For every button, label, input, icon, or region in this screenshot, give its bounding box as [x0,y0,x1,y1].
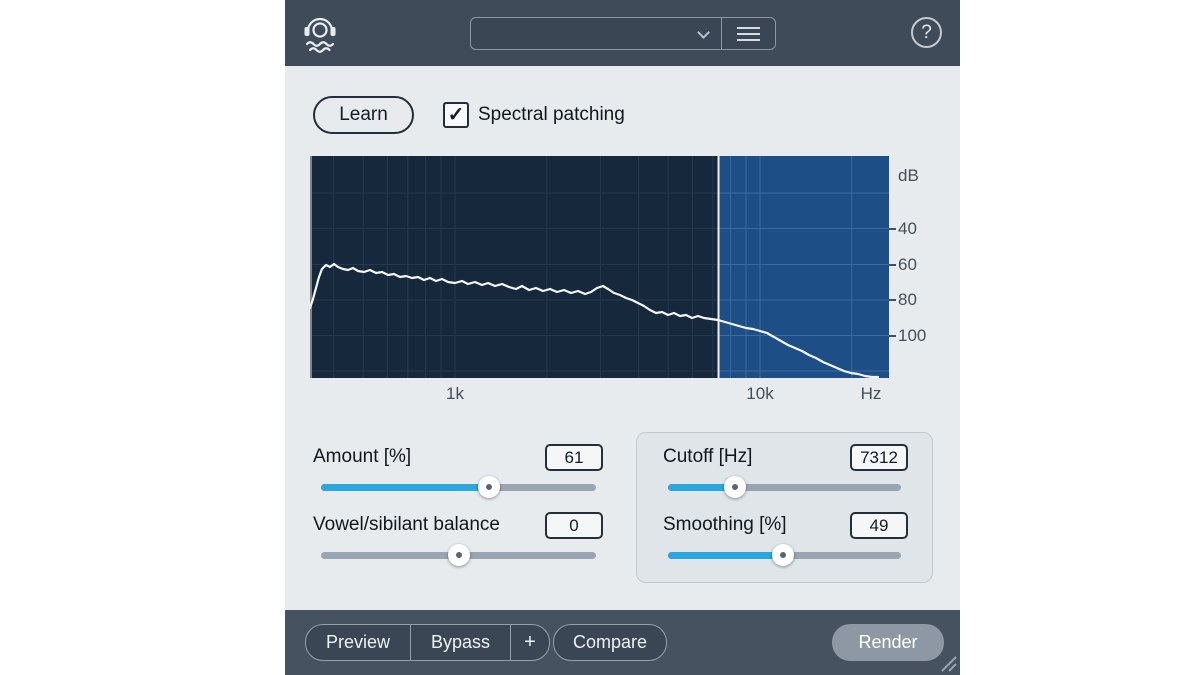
slider-handle-dot [455,552,462,558]
y-tick-80: 80 [898,290,917,309]
learn-button[interactable]: Learn [313,96,414,134]
resize-grip[interactable] [940,655,957,672]
slider-fill [321,484,489,491]
cutoff-slider[interactable] [668,476,901,498]
balance-slider[interactable] [321,544,596,566]
preset-group [470,17,776,50]
amount-value-field[interactable]: 61 [545,444,603,471]
hamburger-line [737,26,760,29]
hamburger-line [737,38,760,41]
slider-handle[interactable] [723,476,746,498]
y-tick-mark [889,228,896,230]
chevron-down-icon [697,26,710,39]
balance-value-field[interactable]: 0 [545,512,603,539]
slider-handle[interactable] [772,544,795,566]
bypass-button[interactable]: Bypass [410,625,510,660]
slider-handle-dot [485,484,492,490]
help-button[interactable]: ? [911,17,942,48]
preview-bypass-group: Preview Bypass + [305,624,550,661]
y-tick-mark [889,299,896,301]
amount-label: Amount [%] [313,446,412,467]
smoothing-label: Smoothing [%] [663,514,787,535]
y-tick-60: 60 [898,255,917,274]
smoothing-slider[interactable] [668,544,901,566]
slider-fill [668,484,735,491]
check-icon: ✓ [447,104,465,126]
top-bar: ? [285,0,960,66]
slider-handle-dot [780,552,787,558]
slider-handle[interactable] [447,544,470,566]
slider-handle[interactable] [477,476,500,498]
compare-button[interactable]: Compare [553,624,667,661]
spectral-patching-label: Spectral patching [478,104,625,125]
x-tick-1k: 1k [446,384,464,403]
slider-track [668,484,901,491]
y-tick-40: 40 [898,219,917,238]
y-tick-mark [889,264,896,266]
y-tick-mark [889,335,896,337]
cutoff-label: Cutoff [Hz] [663,446,753,467]
slider-fill [668,552,784,559]
add-button[interactable]: + [510,625,549,660]
hamburger-line [737,32,760,35]
y-tick-100: 100 [898,326,927,345]
cutoff-value-field[interactable]: 7312 [850,444,908,471]
render-button[interactable]: Render [832,624,944,661]
preset-dropdown[interactable] [471,18,721,49]
plugin-window: ? Learn ✓ Spectral patching 1k 10k Hz dB… [285,0,960,675]
y-axis-unit: dB [898,166,919,185]
balance-label: Vowel/sibilant balance [313,514,500,535]
smoothing-value-field[interactable]: 49 [850,512,908,539]
slider-handle-dot [731,484,738,490]
hamburger-menu-button[interactable] [721,18,775,49]
x-axis-unit: Hz [860,384,882,403]
app-logo-icon [304,17,336,53]
bottom-bar: Preview Bypass + Compare Render [285,610,960,675]
x-tick-10k: 10k [746,384,774,403]
spectrum-display[interactable] [308,156,889,379]
spectral-patching-checkbox[interactable]: ✓ [443,102,469,128]
preview-button[interactable]: Preview [326,632,391,652]
amount-slider[interactable] [321,476,596,498]
